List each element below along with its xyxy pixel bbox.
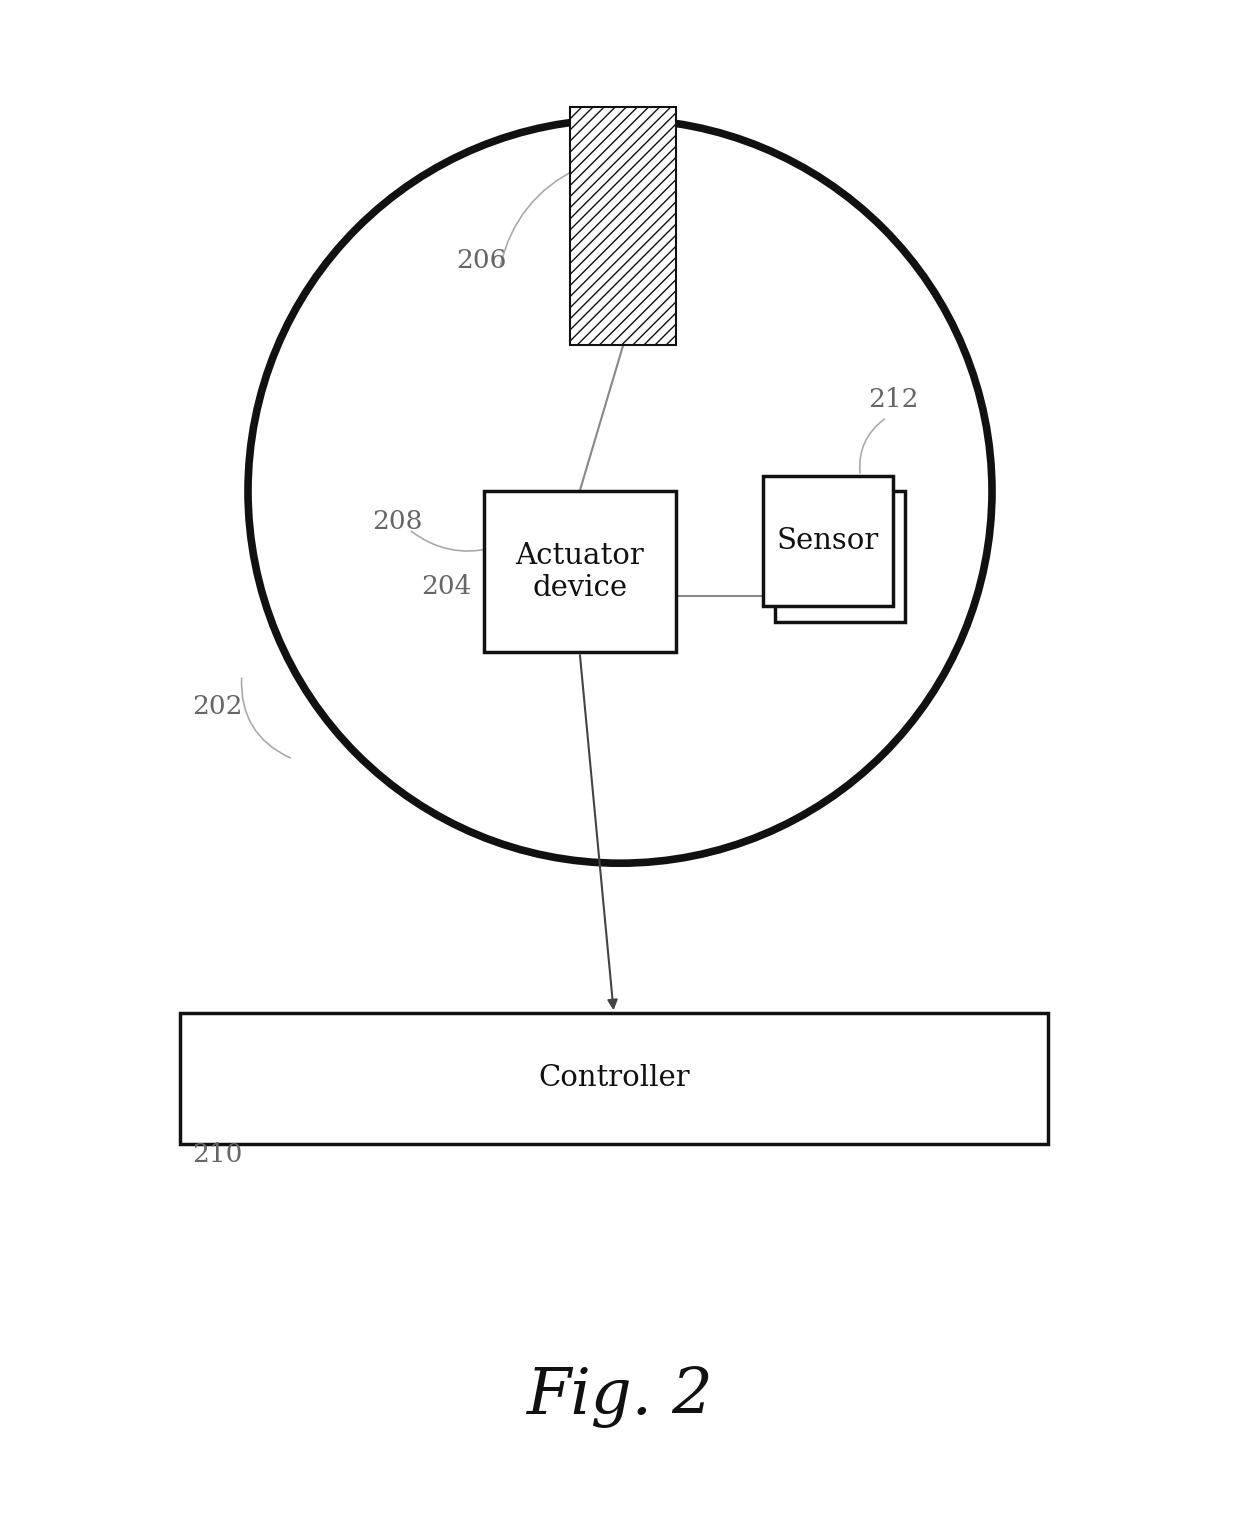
Bar <box>484 491 676 652</box>
Text: 208: 208 <box>372 510 423 534</box>
Text: 212: 212 <box>868 387 919 411</box>
Bar <box>180 1013 1048 1144</box>
Bar <box>775 491 905 622</box>
Text: Fig. 2: Fig. 2 <box>527 1366 713 1428</box>
Text: 206: 206 <box>456 249 507 273</box>
Text: Sensor: Sensor <box>776 527 879 556</box>
Text: Controller: Controller <box>538 1064 689 1093</box>
Text: 202: 202 <box>192 694 243 718</box>
Text: 204: 204 <box>422 574 472 599</box>
Bar <box>763 476 893 606</box>
Text: 210: 210 <box>192 1142 243 1167</box>
Text: Actuator
device: Actuator device <box>516 542 644 602</box>
Bar <box>570 107 676 345</box>
